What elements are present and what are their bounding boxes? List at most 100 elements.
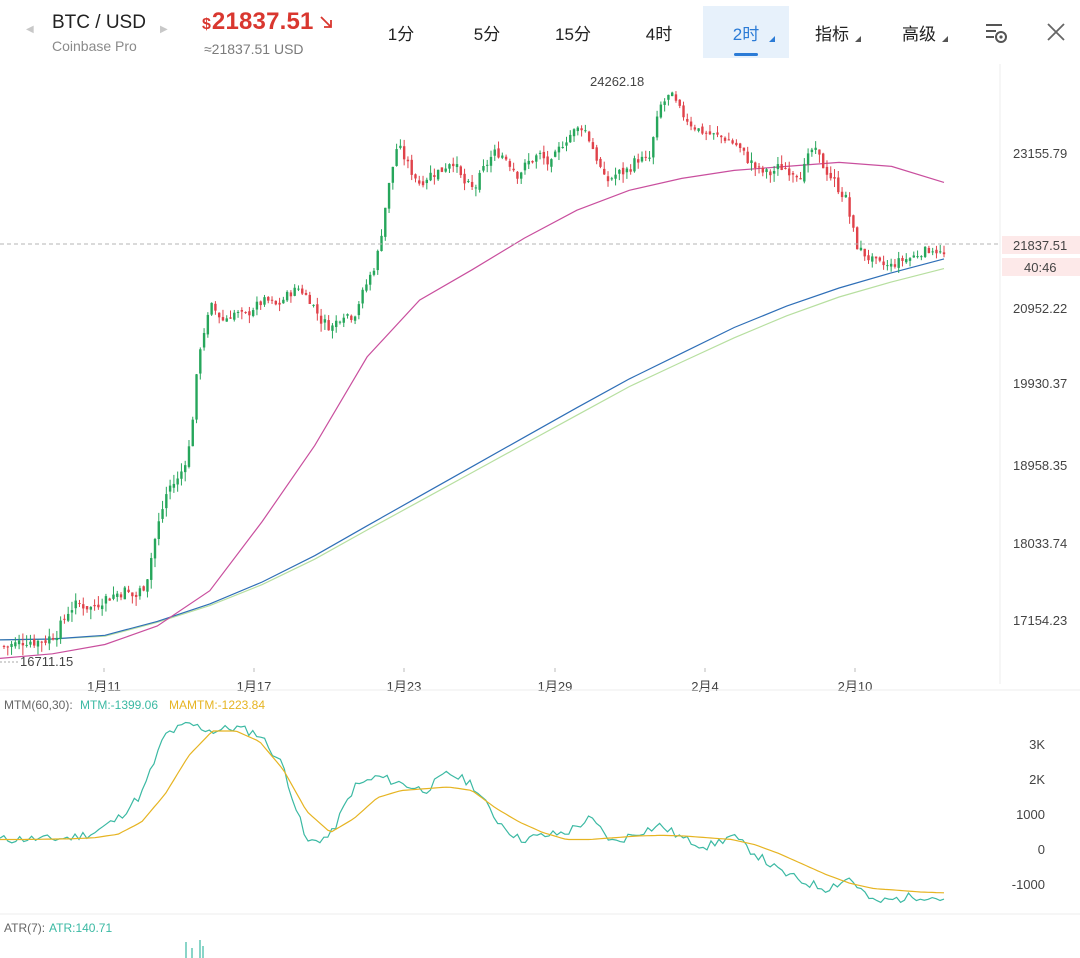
candle-body	[504, 156, 508, 160]
candle	[161, 500, 164, 523]
candle	[935, 245, 938, 259]
candle	[233, 309, 236, 322]
candle	[629, 164, 632, 175]
candle	[229, 310, 232, 319]
price-tick-label: 17154.23	[1013, 613, 1067, 628]
candle-body	[610, 178, 613, 180]
candle	[157, 512, 160, 546]
candle	[180, 463, 183, 486]
candle-body	[455, 164, 459, 168]
candle	[202, 328, 206, 351]
candle-body	[523, 162, 527, 171]
candle	[942, 245, 946, 258]
candle	[372, 267, 376, 277]
candle-body	[153, 538, 157, 559]
candle	[289, 290, 293, 303]
candle	[920, 255, 923, 261]
candle	[346, 313, 349, 319]
candle	[440, 167, 444, 173]
candle	[746, 146, 749, 164]
candle-body	[2, 646, 6, 648]
candle	[410, 154, 413, 181]
tab-15min[interactable]: 15分	[532, 6, 614, 58]
candle-body	[165, 494, 168, 509]
candle-body	[833, 177, 836, 179]
chart-settings-icon[interactable]	[982, 18, 1010, 46]
candle	[278, 297, 281, 312]
candle-body	[655, 116, 659, 138]
candle	[599, 156, 602, 169]
advanced-menu[interactable]: 高级	[902, 6, 948, 58]
tab-2h[interactable]: 2时	[703, 6, 789, 58]
candle	[704, 130, 708, 141]
candle-body	[267, 296, 270, 301]
candle	[754, 161, 757, 177]
candle-body	[365, 284, 368, 291]
candle-body	[78, 603, 81, 605]
candle	[78, 599, 81, 608]
candle	[21, 633, 25, 656]
candle-body	[686, 118, 689, 122]
candle	[459, 165, 462, 178]
candle	[108, 597, 111, 601]
candle	[893, 258, 897, 269]
time-tick-label: 2月4	[691, 679, 718, 694]
candle-body	[14, 642, 17, 647]
candle-body	[399, 145, 402, 148]
candle-body	[723, 137, 727, 141]
candle-body	[580, 128, 583, 131]
candle	[244, 311, 247, 314]
candle-body	[927, 247, 931, 254]
candle-body	[342, 317, 345, 323]
candle-body	[931, 251, 934, 253]
candle-body	[901, 258, 904, 261]
candle	[516, 171, 519, 184]
candle-body	[482, 166, 485, 171]
candle	[799, 171, 802, 180]
chevron-right-icon[interactable]: ▶	[160, 24, 168, 35]
candle-body	[414, 174, 417, 179]
chevron-left-icon[interactable]: ◀	[26, 24, 34, 35]
candle	[871, 253, 874, 268]
candle-body	[380, 235, 383, 252]
candle-body	[229, 317, 232, 319]
candle	[187, 440, 191, 469]
candle	[497, 141, 500, 159]
mtm-tick-label: 0	[1038, 842, 1045, 857]
tab-4h[interactable]: 4时	[618, 6, 700, 58]
candle-body	[803, 163, 806, 182]
candle	[402, 139, 406, 166]
candle-body	[74, 600, 77, 609]
candle	[455, 156, 459, 173]
candle	[17, 634, 21, 650]
candle-body	[859, 247, 863, 251]
candle	[806, 148, 810, 173]
candle	[14, 637, 17, 649]
price-chart[interactable]: 23155.7922026.4720952.2219930.3718958.35…	[0, 64, 1080, 958]
candle	[682, 101, 685, 121]
candle	[274, 300, 278, 306]
price-display: $ 21837.51	[202, 8, 334, 36]
tab-1min[interactable]: 1分	[360, 6, 442, 58]
candle	[572, 128, 576, 142]
candle	[901, 255, 904, 267]
candle-body	[682, 105, 685, 118]
close-icon[interactable]	[1042, 18, 1070, 46]
candle-body	[837, 177, 840, 193]
candle-body	[293, 287, 296, 296]
candle	[97, 596, 100, 610]
candle	[569, 130, 572, 143]
indicators-menu[interactable]: 指标	[815, 6, 861, 58]
candle-body	[814, 147, 817, 150]
candle	[833, 169, 836, 188]
dropdown-corner-icon	[942, 36, 948, 42]
candle-body	[316, 304, 319, 314]
candle-body	[886, 265, 889, 267]
candle-body	[119, 594, 123, 598]
candle-body	[840, 191, 844, 198]
candle	[912, 251, 915, 258]
candle-body	[550, 159, 553, 167]
tab-5min[interactable]: 5分	[446, 6, 528, 58]
candle-body	[512, 168, 515, 171]
candle	[810, 147, 814, 157]
